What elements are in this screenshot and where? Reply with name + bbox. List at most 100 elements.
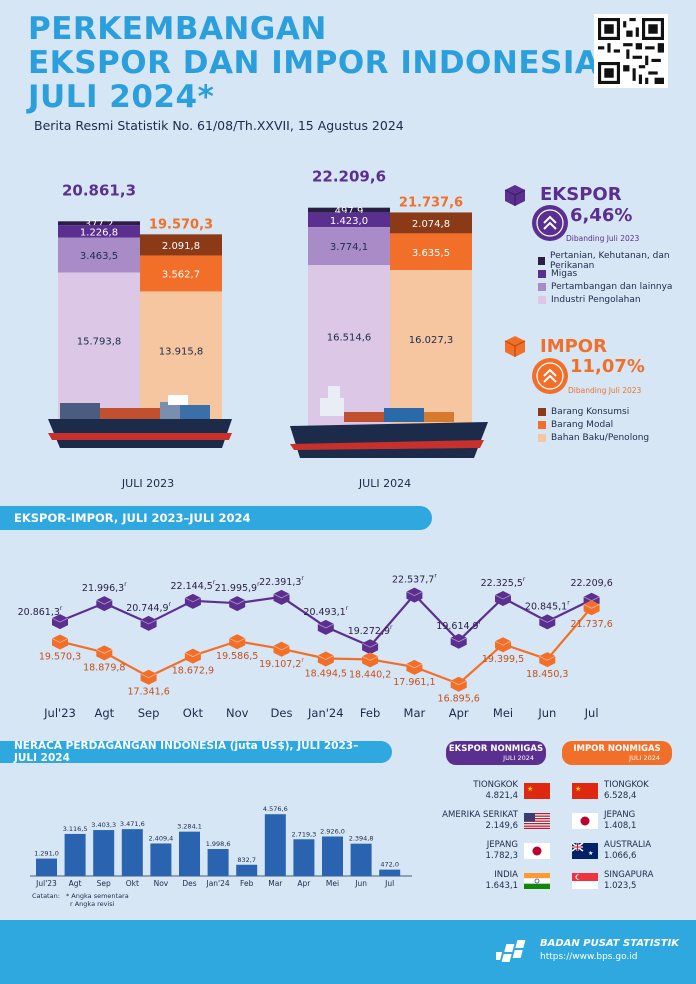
stack-segment xyxy=(308,207,390,213)
x-tick-label: Agt xyxy=(94,706,114,720)
ekspor-point xyxy=(361,639,379,655)
point-label: 20.744,9r xyxy=(126,601,171,614)
impor-legend: Barang Konsumsi Barang Modal Bahan Baku/… xyxy=(538,405,649,444)
qr-code[interactable] xyxy=(594,14,668,88)
bar-chart: 1.291,0 Jul'23 3.116,5 Agt 3.403,3 Sep 3.471,6… xyxy=(30,805,412,888)
ship-2024-icon xyxy=(290,386,488,458)
japan-flag-icon xyxy=(572,813,598,829)
legend-item: Migas xyxy=(538,267,696,280)
bar-value-label: 3.116,5 xyxy=(63,825,88,833)
bar-value-label: 3.403,3 xyxy=(91,821,116,829)
stacked-bars-area: 377,21.226,8 3.463,5 15.793,8 20.861,3 2.091… xyxy=(48,168,488,458)
bar-value-label: 3.284,1 xyxy=(177,823,202,831)
bps-logo-icon xyxy=(492,938,532,968)
bar-value-label: 1.291,0 xyxy=(34,850,59,858)
x-tick-label: Des xyxy=(271,706,293,720)
ekspor-point xyxy=(450,633,467,649)
bar xyxy=(36,858,57,876)
subtitle: Berita Resmi Statistik No. 61/08/Th.XXVI… xyxy=(34,118,404,133)
point-label: 19.614,9r xyxy=(436,619,481,632)
point-label: 18.494,5 xyxy=(305,668,347,679)
segment-label: 3.562,7 xyxy=(162,269,200,280)
segment-label: 3.463,5 xyxy=(80,251,118,262)
legend-swatch xyxy=(538,407,546,416)
impor-point xyxy=(583,600,600,616)
bar-x-label: Mar xyxy=(268,879,283,888)
partner-row: JEPANG 1.782,3 xyxy=(440,836,550,866)
line-chart: 20.861,3r 21.996,3r 20.744,9r22.144,5r21.9… xyxy=(18,573,613,720)
impor-point xyxy=(229,634,246,650)
impor-point xyxy=(539,652,556,668)
stack-segment xyxy=(308,227,390,266)
point-label: 18.440,2 xyxy=(349,669,391,680)
segment-label: 2.091,8 xyxy=(162,241,200,252)
legend-swatch xyxy=(538,295,546,304)
legend-swatch xyxy=(538,269,546,278)
point-label: 22.391,3r xyxy=(259,575,304,588)
bar-value-label: 2.409,4 xyxy=(148,834,173,842)
line-section-header: EKSPOR-IMPOR, JULI 2023–JULI 2024 xyxy=(0,506,432,530)
segment-label: 2.074,8 xyxy=(412,219,450,230)
x-tick-label: Mei xyxy=(493,706,513,720)
x-tick-label: Apr xyxy=(449,706,469,720)
ekspor-point xyxy=(229,596,246,612)
partner-row: SINGAPURA 1.023,5 xyxy=(572,866,682,896)
point-label: 20.845,1r xyxy=(525,599,570,612)
notes: Catatan: * Angka sementara r Angka revis… xyxy=(32,892,129,908)
partner-row: TIONGKOK 4.821,4 ★ xyxy=(440,776,550,806)
ekspor-point xyxy=(539,614,556,630)
ekspor-point xyxy=(494,590,512,606)
ekspor-container-icon xyxy=(502,182,528,208)
segment-label: 15.793,8 xyxy=(77,336,122,347)
point-label: 21.996,3r xyxy=(82,581,127,594)
impor-up-icon xyxy=(532,358,568,394)
x-tick-label: Feb xyxy=(360,706,380,720)
bar-x-label: Jul'23 xyxy=(35,879,57,888)
bar-x-label: Des xyxy=(182,879,196,888)
ekspor-compare: Dibanding Juli 2023 xyxy=(566,234,640,243)
point-label: 18.879,8 xyxy=(83,662,125,673)
bar-x-label: Sep xyxy=(97,879,111,888)
impor-pct: 11,07% xyxy=(570,356,645,377)
footer-org: BADAN PUSAT STATISTIK xyxy=(540,938,680,949)
qr-code-icon xyxy=(598,18,664,84)
bar-x-label: Agt xyxy=(69,879,82,888)
line-section-title: EKSPOR-IMPOR, JULI 2023–JULI 2024 xyxy=(14,511,251,525)
bar-value-label: 472,0 xyxy=(380,861,399,869)
stack-segment xyxy=(140,234,222,256)
india-flag-icon xyxy=(524,873,550,889)
point-label: 16.895,6 xyxy=(438,694,480,705)
page-title: PERKEMBANGAN EKSPOR DAN IMPOR INDONESIA … xyxy=(28,12,599,114)
bar xyxy=(350,843,372,876)
bar-value-label: 1.998,6 xyxy=(206,840,231,848)
year-label-2024: JULI 2024 xyxy=(358,477,412,490)
bar xyxy=(207,849,229,876)
ekspor-nonmigas-header: EKSPOR NONMIGAS JULI 2024 xyxy=(446,741,546,765)
impor-point xyxy=(317,651,334,667)
stack-segment xyxy=(390,212,472,234)
bar-x-label: Apr xyxy=(297,879,311,888)
legend-swatch xyxy=(538,256,545,265)
point-label: 19.570,3 xyxy=(39,651,81,662)
partner-row: ★ AUSTRALIA 1.066,6 xyxy=(572,836,682,866)
bar-value-label: 2.394,8 xyxy=(349,835,374,843)
stack-total: 20.861,3 xyxy=(62,181,136,199)
footer-url[interactable]: https://www.bps.go.id xyxy=(540,952,638,962)
segment-label: 3.635,5 xyxy=(412,248,450,259)
x-tick-label: Okt xyxy=(183,706,204,720)
stack-total: 19.570,3 xyxy=(149,217,213,232)
bar xyxy=(379,869,401,876)
x-tick-label: Jul xyxy=(584,706,599,720)
point-label: 17.961,1 xyxy=(393,677,435,688)
segment-label: 1.226,8 xyxy=(80,227,118,238)
bar xyxy=(93,830,115,876)
bar-x-label: Feb xyxy=(240,879,254,888)
footer: BADAN PUSAT STATISTIK https://www.bps.go… xyxy=(0,920,696,984)
ekspor-point xyxy=(184,593,202,609)
stack-total: 22.209,6 xyxy=(312,168,386,186)
title-line-1: PERKEMBANGAN xyxy=(28,11,327,47)
x-tick-label: Nov xyxy=(226,706,249,720)
bar xyxy=(264,814,286,876)
legend-item: Barang Konsumsi xyxy=(538,405,649,418)
bar-value-label: 2.719,3 xyxy=(291,830,316,838)
